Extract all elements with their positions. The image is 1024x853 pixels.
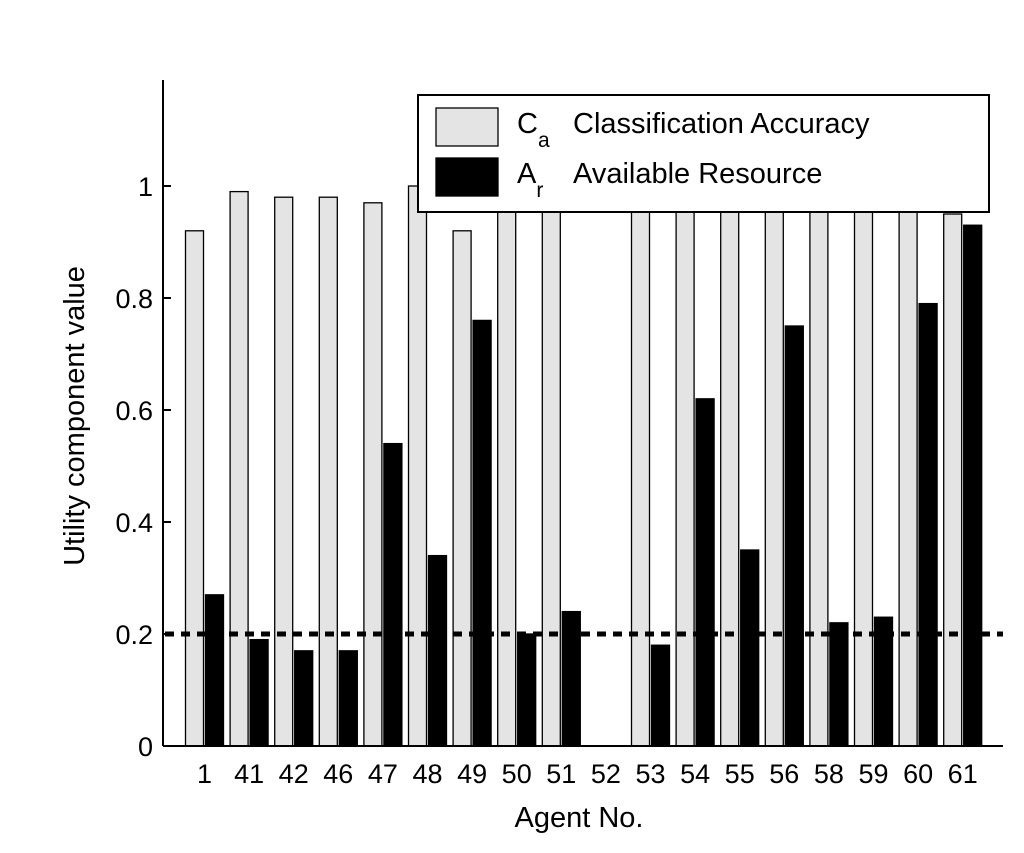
legend: CaClassification Accuracy ArAvailable Res… (417, 94, 990, 213)
bar-classification-accuracy (363, 202, 383, 747)
legend-label: CaClassification Accuracy (517, 108, 870, 152)
x-tick-label: 61 (948, 759, 978, 789)
x-tick-label: 48 (412, 759, 442, 789)
bar-classification-accuracy (675, 185, 695, 747)
legend-box (417, 94, 990, 213)
x-axis-title: Agent No. (515, 802, 644, 834)
tick-labels: 0 0.2 0.4 0.6 0.8 1 1 41 42 46 47 48 49 50 51 52 53 54 55 5… (115, 172, 977, 789)
x-tick-label: 1 (197, 759, 212, 789)
y-tick-label: 0.6 (115, 396, 153, 426)
y-axis-title: Utility component value (59, 266, 91, 566)
bar-classification-accuracy (630, 185, 651, 747)
x-tick-label: 58 (814, 759, 844, 789)
x-tick-label: 51 (546, 759, 576, 789)
bar-classification-accuracy (318, 196, 338, 747)
bar-available-resource (963, 224, 983, 747)
y-tick-label: 0.4 (115, 508, 153, 538)
bar-available-resource (249, 638, 269, 747)
legend-swatch (435, 157, 499, 197)
bar-available-resource (918, 302, 938, 747)
bar-available-resource (740, 549, 760, 747)
bar-available-resource (650, 644, 671, 747)
x-tick-label: 52 (591, 759, 621, 789)
y-tick-label: 0 (138, 732, 153, 762)
bar-classification-accuracy (764, 185, 784, 747)
bar-classification-accuracy (809, 185, 829, 747)
x-tick-label: 55 (725, 759, 755, 789)
legend-swatch (435, 107, 499, 147)
x-tick-label: 56 (769, 759, 799, 789)
x-tick-label: 59 (858, 759, 888, 789)
bar-available-resource (829, 622, 849, 747)
y-tick-label: 0.8 (115, 284, 153, 314)
bar-available-resource (338, 650, 358, 747)
bar-classification-accuracy (898, 185, 918, 747)
bar-classification-accuracy (452, 230, 472, 747)
x-tick-label: 47 (368, 759, 398, 789)
bar-classification-accuracy (853, 185, 874, 747)
bar-classification-accuracy (407, 185, 428, 747)
x-tick-label: 54 (680, 759, 710, 789)
x-tick-label: 60 (903, 759, 933, 789)
bar-classification-accuracy (274, 196, 294, 747)
legend-label: ArAvailable Resource (517, 158, 822, 202)
bar-classification-accuracy (229, 190, 249, 747)
bar-classification-accuracy (541, 185, 561, 747)
bar-classification-accuracy (720, 185, 740, 747)
bar-available-resource (427, 554, 448, 747)
bar-available-resource (695, 398, 715, 747)
bar-available-resource (784, 325, 804, 747)
bar-available-resource (383, 442, 403, 747)
x-tick-label: 53 (635, 759, 665, 789)
bar-available-resource (204, 594, 225, 747)
bar-classification-accuracy (943, 213, 963, 747)
bar-classification-accuracy (497, 185, 517, 747)
y-tick-label: 1 (138, 172, 153, 202)
x-tick-label: 49 (457, 759, 487, 789)
bars-layer (184, 185, 983, 747)
bar-classification-accuracy (184, 230, 205, 747)
bar-available-resource (873, 616, 894, 747)
x-tick-label: 41 (234, 759, 264, 789)
bar-available-resource (517, 633, 537, 747)
y-tick-label: 0.2 (115, 620, 153, 650)
bar-available-resource (472, 319, 492, 747)
x-tick-label: 50 (502, 759, 532, 789)
x-tick-label: 42 (279, 759, 309, 789)
bar-available-resource (294, 650, 314, 747)
x-tick-label: 46 (323, 759, 353, 789)
